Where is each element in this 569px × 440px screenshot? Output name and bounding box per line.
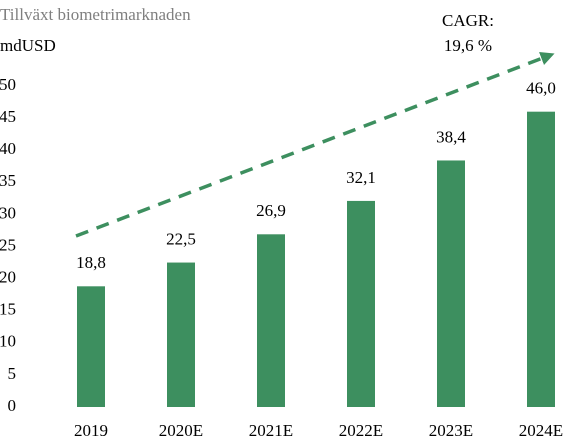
value-label: 22,5	[166, 229, 196, 248]
chart-subtitle: mdUSD	[0, 36, 56, 55]
x-tick-label: 2022E	[339, 421, 383, 440]
y-tick-label: 25	[0, 235, 16, 254]
y-tick-label: 0	[8, 396, 17, 415]
y-tick-label: 40	[0, 139, 16, 158]
value-label: 38,4	[436, 127, 466, 146]
bar	[167, 262, 195, 407]
y-tick-label: 20	[0, 268, 16, 287]
annotation: 19,6 %	[444, 36, 492, 55]
bar	[77, 286, 105, 407]
y-tick-label: 30	[0, 203, 16, 222]
y-tick-label: 10	[0, 332, 16, 351]
x-tick-label: 2024E	[519, 421, 563, 440]
value-label: 26,9	[256, 201, 286, 220]
value-label: 32,1	[346, 168, 376, 187]
bar	[437, 160, 465, 407]
bar	[347, 200, 375, 407]
y-tick-label: 50	[0, 75, 16, 94]
x-tick-label: 2023E	[429, 421, 473, 440]
chart-title: Tillväxt biometrimarknaden	[0, 5, 191, 24]
annotation: CAGR:	[442, 11, 494, 30]
y-tick-label: 15	[0, 300, 16, 319]
y-tick-label: 5	[8, 364, 17, 383]
bar	[527, 111, 555, 408]
value-label: 46,0	[526, 79, 556, 98]
y-tick-label: 45	[0, 107, 16, 126]
x-tick-label: 2020E	[159, 421, 203, 440]
x-tick-label: 2021E	[249, 421, 293, 440]
trend-arrow	[75, 51, 555, 238]
bar	[257, 234, 285, 407]
x-tick-label: 2019	[74, 421, 108, 440]
y-tick-label: 35	[0, 171, 16, 190]
value-label: 18,8	[76, 253, 106, 272]
